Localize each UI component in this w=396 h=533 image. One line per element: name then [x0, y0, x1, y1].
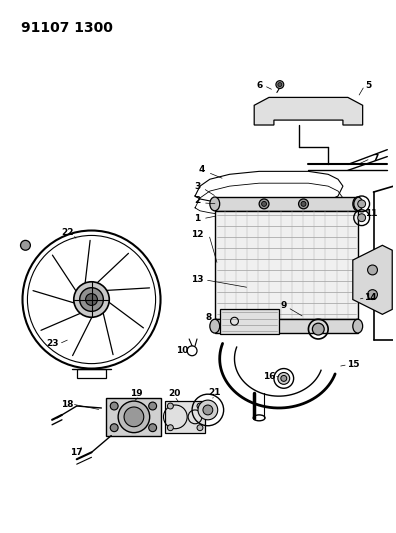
- Ellipse shape: [353, 197, 363, 211]
- Circle shape: [74, 282, 109, 317]
- Text: 11: 11: [365, 209, 378, 218]
- Circle shape: [110, 402, 118, 410]
- Bar: [215, 197, 358, 211]
- Circle shape: [80, 288, 103, 311]
- Text: 19: 19: [129, 389, 142, 398]
- Text: 9: 9: [281, 301, 287, 310]
- Circle shape: [278, 83, 282, 86]
- Circle shape: [110, 424, 118, 432]
- Circle shape: [281, 375, 287, 382]
- Text: 18: 18: [61, 400, 73, 408]
- Circle shape: [124, 407, 144, 427]
- Circle shape: [367, 289, 377, 300]
- Circle shape: [168, 403, 173, 409]
- Text: 7: 7: [372, 154, 379, 163]
- Text: 23: 23: [46, 340, 58, 349]
- Circle shape: [312, 323, 324, 335]
- Circle shape: [367, 265, 377, 275]
- Circle shape: [262, 201, 267, 206]
- Bar: [220, 309, 279, 334]
- Circle shape: [358, 200, 366, 208]
- Circle shape: [197, 425, 203, 431]
- Circle shape: [278, 373, 290, 384]
- Text: 21: 21: [209, 387, 221, 397]
- Bar: [215, 319, 358, 333]
- Text: 17: 17: [70, 448, 83, 457]
- Bar: [77, 368, 106, 378]
- Text: 13: 13: [191, 276, 203, 284]
- Circle shape: [276, 80, 284, 88]
- Circle shape: [168, 425, 173, 431]
- Text: 2: 2: [194, 197, 200, 205]
- Circle shape: [203, 405, 213, 415]
- Text: 22: 22: [62, 228, 74, 237]
- Circle shape: [261, 322, 268, 329]
- Text: 10: 10: [176, 346, 188, 356]
- Bar: [215, 211, 358, 319]
- Circle shape: [149, 402, 156, 410]
- Text: 8: 8: [206, 313, 212, 322]
- Text: 5: 5: [366, 81, 372, 90]
- Text: 15: 15: [346, 360, 359, 369]
- Bar: [106, 398, 160, 435]
- Polygon shape: [353, 245, 392, 314]
- Circle shape: [149, 424, 156, 432]
- Circle shape: [301, 201, 306, 206]
- Text: 91107 1300: 91107 1300: [21, 21, 112, 36]
- Circle shape: [86, 294, 97, 305]
- Ellipse shape: [210, 197, 220, 211]
- Text: 16: 16: [263, 372, 275, 381]
- Polygon shape: [254, 98, 363, 125]
- Ellipse shape: [353, 319, 363, 333]
- Circle shape: [299, 199, 308, 209]
- Text: 14: 14: [364, 293, 377, 302]
- Circle shape: [197, 403, 203, 409]
- Circle shape: [358, 214, 366, 222]
- Circle shape: [198, 400, 218, 420]
- Text: 6: 6: [256, 81, 262, 90]
- Text: 12: 12: [191, 230, 203, 239]
- Circle shape: [118, 401, 150, 433]
- Circle shape: [21, 240, 30, 250]
- Text: 3: 3: [194, 182, 200, 191]
- Ellipse shape: [210, 319, 220, 333]
- Text: 20: 20: [168, 389, 181, 398]
- Circle shape: [259, 199, 269, 209]
- Text: 1: 1: [194, 214, 200, 223]
- Text: 4: 4: [199, 165, 205, 174]
- Bar: [166, 401, 205, 433]
